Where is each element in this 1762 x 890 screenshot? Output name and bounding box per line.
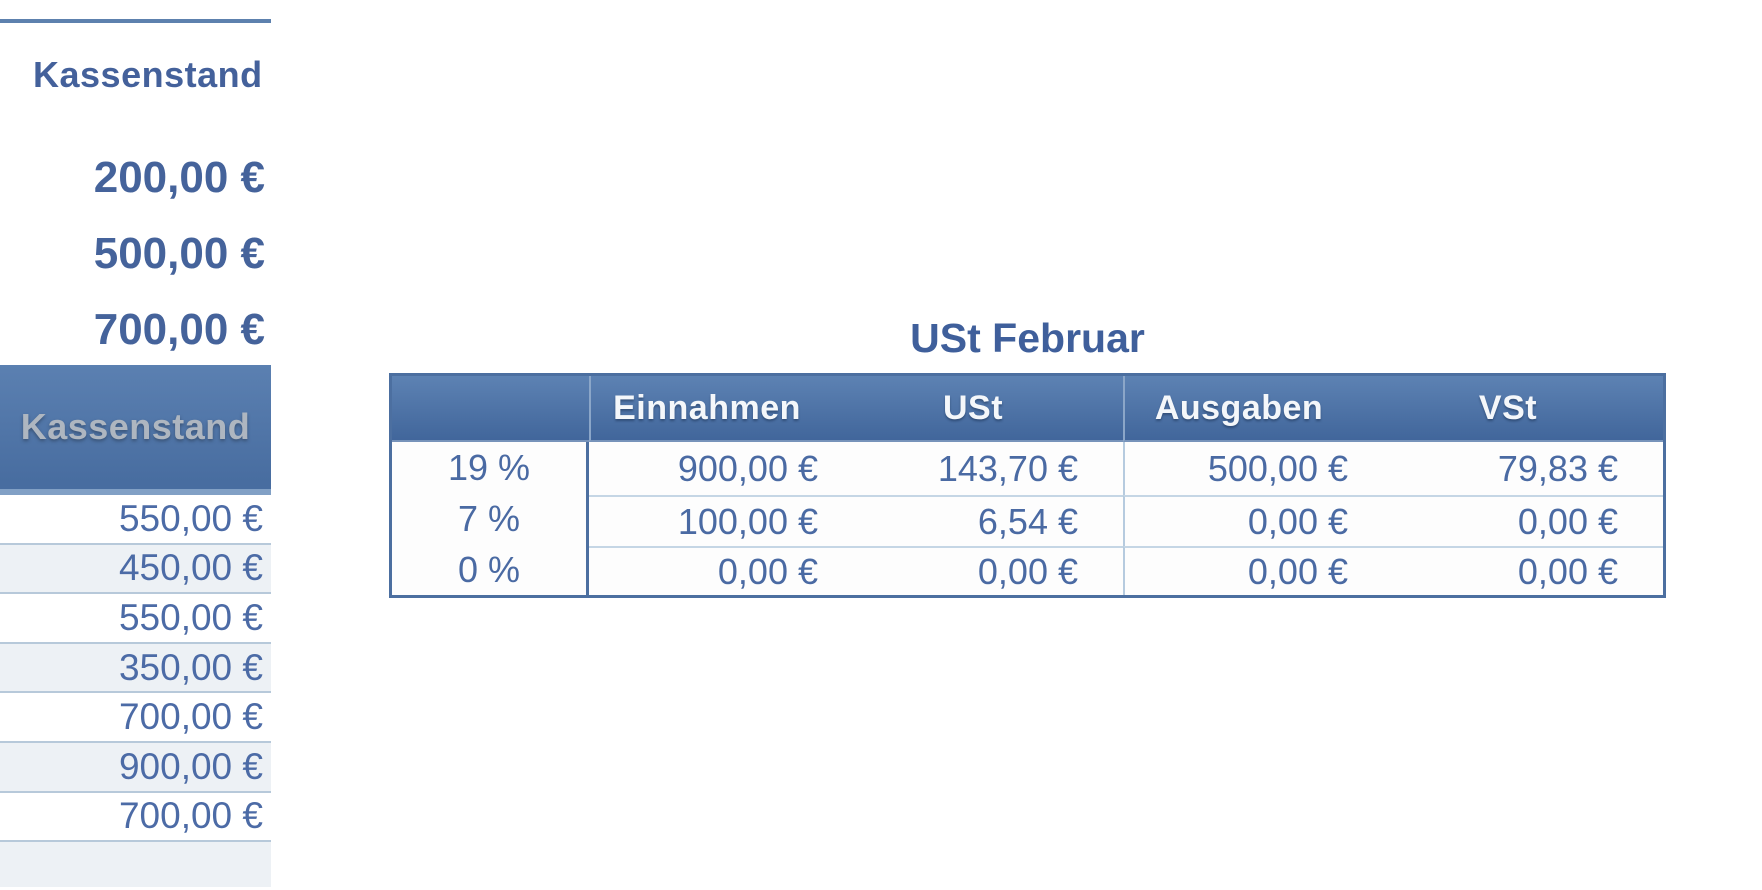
ust-table-title: USt Februar — [910, 315, 1145, 361]
ust-cell[interactable]: 6,54 € — [863, 495, 1123, 546]
kassenstand-rows: 550,00 € 450,00 € 550,00 € 350,00 € 700,… — [0, 495, 271, 888]
ausgaben-cell[interactable]: 500,00 € — [1123, 442, 1393, 495]
ust-cell[interactable]: 0,00 € — [863, 546, 1123, 595]
kassenstand-row-cell[interactable]: 550,00 € — [0, 495, 271, 545]
kassenstand-row-cell[interactable]: 550,00 € — [0, 594, 271, 644]
ust-header-ausgaben[interactable]: Ausgaben — [1123, 376, 1393, 442]
ust-cell[interactable]: 143,70 € — [863, 442, 1123, 495]
kassenstand-row-cell[interactable]: 700,00 € — [0, 693, 271, 743]
vst-cell[interactable]: 0,00 € — [1393, 546, 1663, 595]
kassenstand-row-cell[interactable]: 900,00 € — [0, 742, 271, 793]
kassenstand-row-cell[interactable]: 450,00 € — [0, 544, 271, 595]
kassenstand-start-value-cell[interactable]: 200,00 € — [93, 153, 265, 202]
ust-table: Einnahmen USt Ausgaben VSt 19 % 7 % 0 % … — [389, 373, 1666, 598]
kassenstand-empty-row[interactable] — [0, 842, 271, 888]
einnahmen-cell[interactable]: 0,00 € — [589, 546, 863, 595]
kassenstand-start-value-cell[interactable]: 700,00 € — [93, 305, 265, 354]
kassenstand-row-cell[interactable]: 700,00 € — [0, 792, 271, 843]
einnahmen-cell[interactable]: 100,00 € — [589, 495, 863, 546]
vst-cell[interactable]: 0,00 € — [1393, 495, 1663, 546]
vst-cell[interactable]: 79,83 € — [1393, 442, 1663, 495]
kassenstand-row-cell[interactable]: 350,00 € — [0, 643, 271, 694]
ust-header-einnahmen[interactable]: Einnahmen — [589, 376, 863, 442]
divider-line — [0, 19, 271, 23]
kassenstand-column-header[interactable]: Kassenstand — [0, 365, 271, 495]
kassenstand-column-header-label: Kassenstand — [20, 406, 251, 447]
ausgaben-cell[interactable]: 0,00 € — [1123, 495, 1393, 546]
einnahmen-cell[interactable]: 900,00 € — [589, 442, 863, 495]
ust-header-blank-cell[interactable] — [392, 376, 589, 442]
tax-rate-column: 19 % 7 % 0 % — [392, 442, 589, 595]
tax-rate-cell[interactable]: 0 % — [457, 548, 521, 590]
kassenstand-section-title: Kassenstand — [33, 54, 263, 95]
ausgaben-cell[interactable]: 0,00 € — [1123, 546, 1393, 595]
ust-header-ust[interactable]: USt — [863, 376, 1123, 442]
tax-rate-cell[interactable]: 19 % — [447, 446, 531, 488]
kassenstand-start-value-cell[interactable]: 500,00 € — [93, 229, 265, 278]
ust-header-vst[interactable]: VSt — [1393, 376, 1663, 442]
tax-rate-cell[interactable]: 7 % — [457, 497, 521, 539]
